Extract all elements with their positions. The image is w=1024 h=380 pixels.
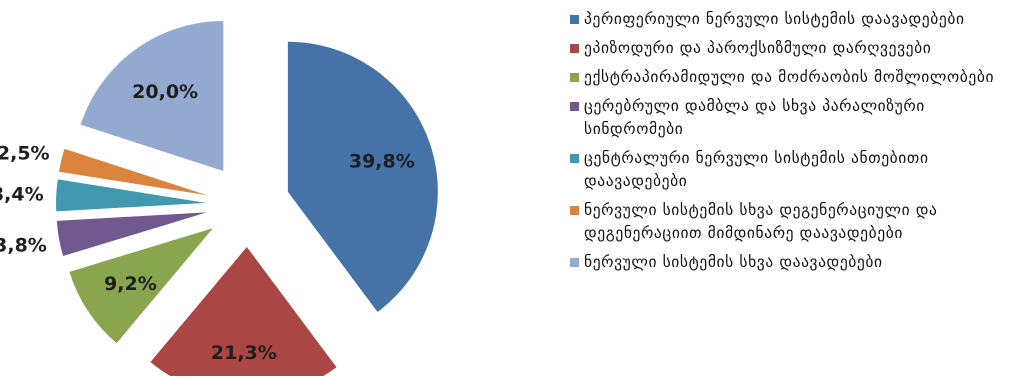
legend-swatch-4 [570,102,579,111]
pie-data-label-5: 3,4% [0,184,44,206]
pie-data-label-2: 21,3% [211,342,277,364]
legend-item-4: ცერებრული დამბლა და სხვა პარალიზური სინდ… [568,95,1020,141]
legend-label-3: ექსტრაპირამიდული და მოძრაობის მოშლილობებ… [584,68,995,86]
chart-legend: პერიფერიული ნერვული სისტემის დაავადებები… [568,8,1020,280]
legend-label-2: ეპიზოდური და პაროქსიზმული დარღვევები [584,39,932,57]
legend-item-3: ექსტრაპირამიდული და მოძრაობის მოშლილობებ… [568,66,1020,89]
legend-label-5: ცენტრალური ნერვული სისტემის ანთებითი დაა… [584,149,929,190]
pie-data-label-3: 9,2% [104,273,157,295]
legend-item-1: პერიფერიული ნერვული სისტემის დაავადებები [568,8,1020,31]
legend-swatch-5 [570,154,579,163]
legend-swatch-6 [570,206,579,215]
legend-item-2: ეპიზოდური და პაროქსიზმული დარღვევები [568,37,1020,60]
pie-slice-1 [287,41,438,313]
pie-data-label-7: 20,0% [132,81,198,103]
pie-slice-2 [150,246,337,380]
legend-swatch-3 [570,73,579,82]
legend-item-5: ცენტრალური ნერვული სისტემის ანთებითი დაა… [568,147,1020,193]
pie-slice-3 [69,228,213,344]
legend-label-4: ცერებრული დამბლა და სხვა პარალიზური სინდ… [584,97,925,138]
legend-swatch-2 [570,44,579,53]
legend-label-6: ნერვული სისტემის სხვა დეგენერაციული და დ… [584,201,938,242]
pie-data-label-4: 3,8% [0,234,47,256]
legend-item-6: ნერვული სისტემის სხვა დეგენერაციული და დ… [568,199,1020,245]
pie-slice-7 [80,21,224,172]
pie-data-label-1: 39,8% [349,151,415,173]
legend-swatch-1 [570,15,579,24]
pie-slice-6 [59,148,208,196]
legend-item-7: ნერვული სისტემის სხვა დაავადებები [568,251,1020,274]
legend-swatch-7 [570,258,579,267]
legend-label-1: პერიფერიული ნერვული სისტემის დაავადებები [584,10,965,28]
pie-slice-5 [56,179,207,212]
pie-data-label-6: 2,5% [0,142,50,164]
pie-slice-4 [56,212,207,257]
legend-label-7: ნერვული სისტემის სხვა დაავადებები [584,253,883,271]
